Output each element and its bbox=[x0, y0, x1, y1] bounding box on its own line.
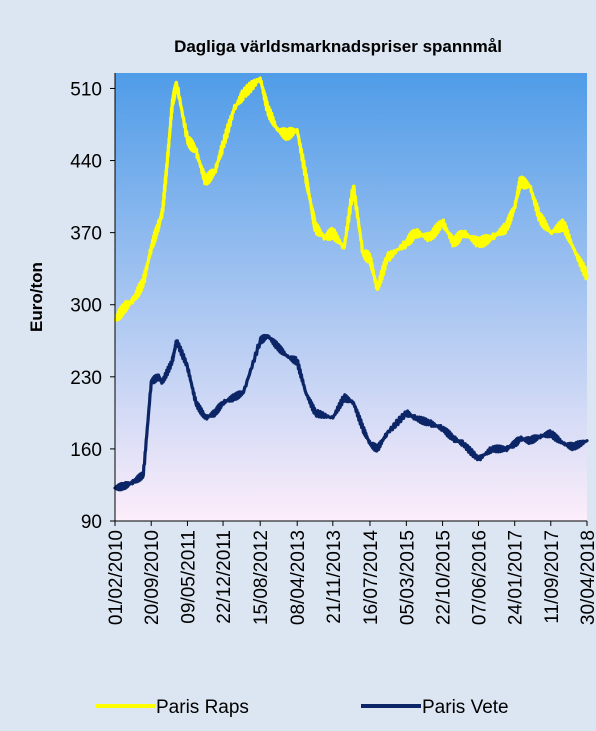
y-tick-label: 510 bbox=[70, 79, 102, 100]
y-tick-label: 160 bbox=[70, 440, 102, 461]
x-tick-label: 09/05/2011 bbox=[178, 530, 199, 624]
axis-layer: 90 160 230 300 370 440 510 01/02/2010 20/09/2010… bbox=[70, 73, 596, 625]
y-tick-label: 300 bbox=[70, 296, 102, 317]
y-tick-label: 370 bbox=[70, 224, 102, 245]
x-tick-label: 24/01/2017 bbox=[506, 530, 527, 625]
y-tick-label: 440 bbox=[70, 152, 102, 173]
plot-area bbox=[115, 73, 587, 521]
x-tick-label: 20/09/2010 bbox=[142, 530, 163, 625]
x-tick-label: 05/03/2015 bbox=[397, 530, 418, 625]
legend-label: Paris Vete bbox=[422, 697, 509, 718]
y-tick-label: 90 bbox=[81, 512, 102, 533]
y-tick-label: 230 bbox=[70, 368, 102, 389]
y-axis-label: Euro/ton bbox=[27, 262, 46, 332]
series-line-paris-raps bbox=[113, 76, 589, 322]
x-tick-label: 15/08/2012 bbox=[251, 530, 272, 625]
x-tick-label: 22/10/2015 bbox=[434, 530, 455, 625]
x-tick-label: 07/06/2016 bbox=[470, 530, 491, 625]
x-tick-label: 30/04/2018 bbox=[578, 530, 596, 625]
x-tick-label: 01/02/2010 bbox=[106, 530, 127, 625]
series-line-paris-vete bbox=[113, 333, 589, 492]
x-tick-label: 11/09/2017 bbox=[542, 530, 563, 624]
x-tick-label: 16/07/2014 bbox=[361, 530, 382, 626]
series-layer bbox=[113, 76, 589, 492]
legend-label: Paris Raps bbox=[156, 697, 249, 718]
legend: Paris Raps Paris Vete bbox=[95, 697, 509, 718]
x-tick-label: 21/11/2013 bbox=[324, 530, 345, 624]
chart-title: Dagliga världsmarknadspriser spannmål bbox=[174, 37, 502, 56]
x-tick-label: 08/04/2013 bbox=[288, 530, 309, 625]
x-tick-label: 22/12/2011 bbox=[214, 530, 235, 624]
